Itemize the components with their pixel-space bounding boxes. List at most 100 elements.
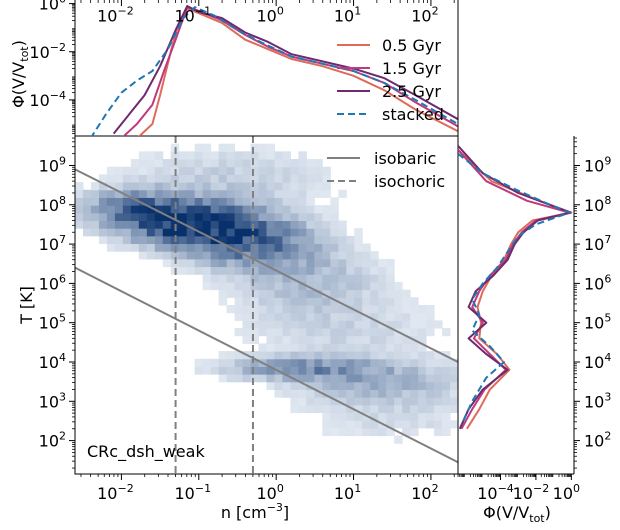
heatmap-cell — [218, 251, 228, 260]
heatmap-cell — [298, 343, 307, 352]
heatmap-cell — [266, 266, 275, 275]
heatmap-cell — [354, 397, 363, 406]
heatmap-cell — [202, 166, 212, 175]
heatmap-cell — [386, 381, 395, 390]
heatmap-cell — [306, 166, 315, 175]
heatmap-cell — [274, 343, 283, 352]
main-legend: isobaric isochoric — [327, 149, 445, 191]
heatmap-cell — [434, 366, 443, 375]
heatmap-cell — [282, 374, 291, 383]
heatmap-cell — [234, 351, 244, 360]
heatmap-cell — [242, 312, 252, 321]
heatmap-cell — [162, 197, 172, 206]
heatmap-cell — [314, 251, 323, 260]
heatmap-cell — [314, 228, 323, 237]
heatmap-cell — [234, 274, 244, 283]
heatmap-cell — [210, 212, 220, 221]
heatmap-cell — [266, 366, 275, 375]
heatmap-cell — [210, 151, 220, 160]
heatmap-cell — [114, 220, 124, 229]
heatmap-cell — [234, 374, 244, 383]
heatmap-cell — [402, 320, 411, 329]
heatmap-cell — [306, 258, 315, 268]
heatmap-cell — [242, 266, 252, 275]
heatmap-cell — [322, 320, 331, 329]
heatmap-cell — [226, 305, 236, 314]
heatmap-cell — [274, 220, 283, 229]
heatmap-cell — [394, 297, 403, 306]
heatmap-cell — [362, 305, 371, 314]
heatmap-cell — [370, 381, 379, 390]
heatmap-cell — [226, 374, 236, 383]
heatmap-cell — [338, 335, 347, 344]
heatmap-cell — [378, 358, 387, 367]
heatmap-cell — [258, 305, 267, 314]
heatmap-cell — [266, 305, 275, 314]
heatmap-cell — [282, 243, 291, 252]
right-y-tick-label: 104 — [584, 351, 611, 372]
x-tick-label: 101 — [334, 482, 361, 503]
heatmap-cell — [130, 197, 140, 206]
heatmap-cell — [290, 320, 299, 329]
heatmap-cell — [394, 381, 403, 390]
heatmap-cell — [210, 358, 220, 367]
heatmap-cell — [386, 335, 395, 344]
right-y-tick-label: 106 — [584, 272, 611, 293]
heatmap-cell — [194, 258, 204, 268]
heatmap-cell — [354, 258, 363, 268]
heatmap-cell — [354, 312, 363, 321]
heatmap-cell — [378, 343, 387, 352]
heatmap-cell — [274, 374, 283, 383]
heatmap-cell — [442, 427, 451, 437]
heatmap-cell — [114, 235, 124, 245]
heatmap-cell — [370, 420, 379, 429]
heatmap-cell — [186, 251, 196, 260]
heatmap-cell — [378, 266, 387, 275]
heatmap-cell — [386, 266, 395, 275]
heatmap-cell — [298, 274, 307, 283]
heatmap-cell — [346, 312, 355, 321]
heatmap-cell — [202, 258, 212, 268]
heatmap-cell — [298, 189, 307, 198]
heatmap-cell — [354, 297, 363, 306]
heatmap-cell — [178, 189, 188, 198]
heatmap-cell — [194, 143, 204, 152]
heatmap-cell — [194, 220, 204, 229]
heatmap-cell — [418, 404, 427, 414]
heatmap-cell — [338, 412, 347, 421]
heatmap-cell — [378, 404, 387, 414]
heatmap-cell — [242, 220, 252, 229]
heatmap-cell — [194, 366, 204, 375]
heatmap-cell — [194, 243, 204, 252]
top-x-ticks: 10−2 10−1 100 101 102 — [80, 0, 455, 26]
heatmap-cell — [210, 251, 220, 260]
heatmap-cell — [282, 189, 291, 198]
heatmap-cell — [306, 389, 315, 398]
heatmap-cell — [274, 174, 283, 183]
heatmap-cell — [250, 297, 260, 306]
heatmap-cell — [226, 289, 236, 298]
heatmap-cell — [378, 289, 387, 298]
heatmap-cell — [282, 381, 291, 390]
heatmap-cell — [442, 358, 451, 367]
heatmap-cell — [282, 174, 291, 183]
heatmap-cell — [378, 335, 387, 344]
heatmap-cell — [114, 212, 124, 221]
heatmap-cell — [418, 351, 427, 360]
top-x-tick-label: 10−1 — [175, 5, 212, 26]
heatmap-cell — [218, 374, 228, 383]
heatmap-cell — [258, 166, 267, 175]
heatmap-cell — [178, 174, 188, 183]
heatmap-cell — [394, 389, 403, 398]
heatmap-cell — [82, 197, 92, 206]
heatmap-cell — [226, 366, 236, 375]
heatmap-cell — [450, 358, 458, 367]
heatmap-cell — [418, 312, 427, 321]
y-tick-label: 107 — [39, 233, 66, 254]
heatmap-cell — [362, 343, 371, 352]
heatmap-cell — [354, 351, 363, 360]
heatmap-cell — [314, 235, 323, 245]
heatmap-cell — [354, 320, 363, 329]
heatmap-cell — [298, 228, 307, 237]
heatmap-cell — [234, 189, 244, 198]
